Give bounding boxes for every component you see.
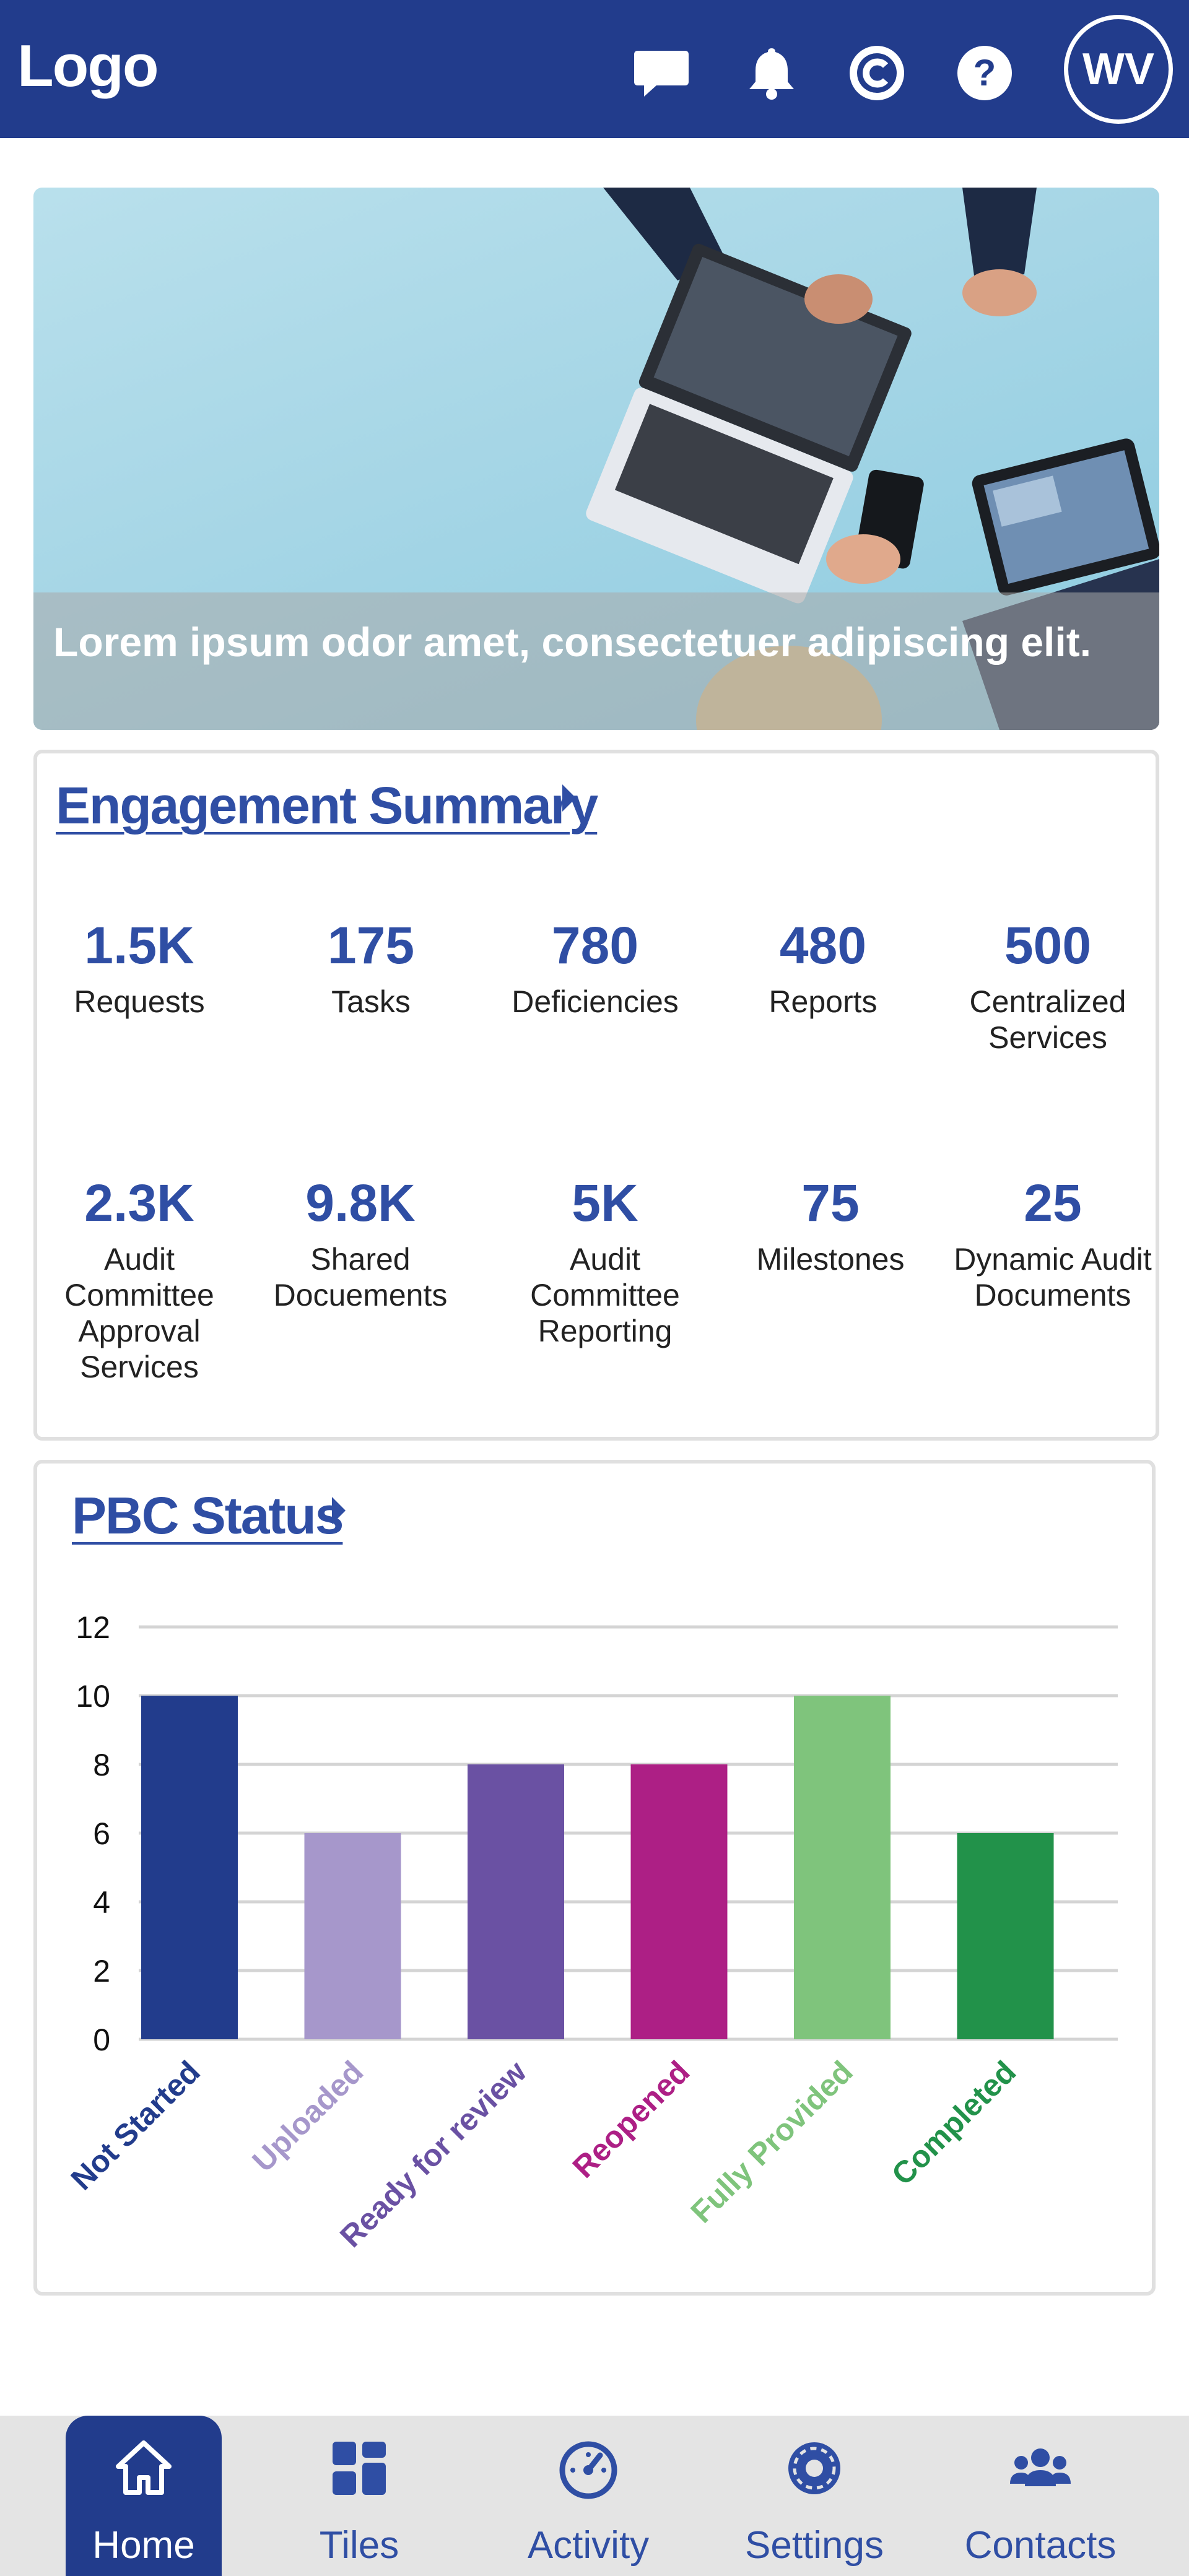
bar bbox=[957, 1833, 1054, 2039]
stat-value: 780 bbox=[551, 916, 639, 974]
nav-settings[interactable]: Settings bbox=[731, 2416, 898, 2576]
nav-label: Home bbox=[92, 2524, 195, 2567]
stat-value: 500 bbox=[1004, 916, 1092, 974]
nav-contacts[interactable]: Contacts bbox=[954, 2416, 1127, 2576]
stat-value: 1.5K bbox=[84, 916, 194, 974]
stat-value: 5K bbox=[572, 1174, 638, 1232]
nav-activity[interactable]: Activity bbox=[508, 2416, 669, 2576]
y-tick-label: 6 bbox=[93, 1816, 110, 1851]
stat-audit-committee-approval-services[interactable]: 2.3K Audit Committee Approval Services bbox=[37, 1172, 242, 1385]
x-tick-label: Completed bbox=[885, 2054, 1022, 2192]
copyright-icon[interactable] bbox=[847, 43, 907, 103]
bar bbox=[304, 1833, 401, 2039]
stat-requests[interactable]: 1.5K Requests bbox=[37, 914, 242, 1020]
x-tick-label: Uploaded bbox=[246, 2054, 370, 2179]
nav-tiles[interactable]: Tiles bbox=[291, 2416, 427, 2576]
engagement-summary-card: Engagement Summary 1.5K Requests 175 Tas… bbox=[33, 750, 1159, 1441]
stat-label: Requests bbox=[74, 984, 205, 1019]
stat-label: Centralized Services bbox=[969, 984, 1126, 1055]
stat-value: 75 bbox=[801, 1174, 860, 1232]
y-tick-label: 4 bbox=[93, 1885, 110, 1920]
chevron-right-icon[interactable] bbox=[562, 784, 576, 812]
engagement-summary-title[interactable]: Engagement Summary bbox=[56, 776, 598, 835]
settings-icon bbox=[788, 2442, 840, 2494]
tiles-icon bbox=[333, 2442, 386, 2495]
stat-dynamic-audit-documents[interactable]: 25 Dynamic Audit Documents bbox=[947, 1172, 1158, 1313]
stat-label: Tasks bbox=[331, 984, 411, 1019]
nav-label: Contacts bbox=[964, 2524, 1117, 2567]
app-logo[interactable]: Logo bbox=[17, 33, 159, 99]
y-tick-label: 0 bbox=[93, 2023, 110, 2057]
stat-tasks[interactable]: 175 Tasks bbox=[269, 914, 473, 1020]
stat-shared-documents[interactable]: 9.8K Shared Docuements bbox=[258, 1172, 463, 1313]
home-icon bbox=[116, 2440, 172, 2495]
stat-value: 25 bbox=[1024, 1174, 1082, 1232]
stat-deficiencies[interactable]: 780 Deficiencies bbox=[493, 914, 697, 1020]
stat-reports[interactable]: 480 Reports bbox=[721, 914, 925, 1020]
stat-label: Deficiencies bbox=[512, 984, 679, 1019]
bar bbox=[468, 1764, 564, 2039]
app-header: Logo ? WV bbox=[0, 0, 1189, 138]
nav-home[interactable]: Home bbox=[66, 2416, 222, 2576]
bottom-nav: Home Tiles Activity Settings bbox=[0, 2416, 1189, 2576]
chat-icon[interactable] bbox=[632, 43, 691, 103]
stat-audit-committee-reporting[interactable]: 5K Audit Committee Reporting bbox=[503, 1172, 707, 1349]
stat-label: Audit Committee Reporting bbox=[530, 1242, 680, 1348]
stat-label: Milestones bbox=[756, 1242, 905, 1277]
stat-value: 480 bbox=[779, 916, 867, 974]
pbc-status-title[interactable]: PBC Status bbox=[72, 1486, 344, 1545]
stat-label: Reports bbox=[769, 984, 878, 1019]
y-tick-label: 10 bbox=[76, 1679, 110, 1714]
user-avatar[interactable]: WV bbox=[1064, 15, 1173, 124]
bar bbox=[794, 1696, 891, 2039]
chevron-right-icon[interactable] bbox=[332, 1497, 346, 1524]
stat-centralized-services[interactable]: 500 Centralized Services bbox=[943, 914, 1153, 1056]
activity-icon bbox=[559, 2441, 617, 2499]
stat-value: 175 bbox=[327, 916, 415, 974]
y-tick-label: 2 bbox=[93, 1954, 110, 1988]
stat-value: 9.8K bbox=[305, 1174, 416, 1232]
hero-banner: Lorem ipsum odor amet, consectetuer adip… bbox=[33, 188, 1159, 730]
y-tick-label: 8 bbox=[93, 1748, 110, 1782]
bar bbox=[630, 1764, 728, 2039]
bar bbox=[141, 1696, 238, 2039]
svg-text:?: ? bbox=[973, 52, 996, 93]
pbc-status-card: PBC Status 0 2 4 6 8 10 12 Not Started Uploaded R… bbox=[33, 1460, 1156, 2296]
x-tick-label: Reopened bbox=[566, 2054, 697, 2185]
x-tick-label: Fully Provided bbox=[684, 2054, 860, 2229]
x-tick-label: Not Started bbox=[64, 2054, 207, 2197]
hero-caption: Lorem ipsum odor amet, consectetuer adip… bbox=[33, 592, 1159, 730]
bell-icon[interactable] bbox=[742, 43, 801, 103]
nav-label: Tiles bbox=[319, 2524, 399, 2567]
nav-label: Settings bbox=[744, 2524, 884, 2567]
stat-value: 2.3K bbox=[84, 1174, 194, 1232]
stat-label: Shared Docuements bbox=[273, 1242, 448, 1312]
stat-label: Audit Committee Approval Services bbox=[64, 1242, 214, 1384]
stat-milestones[interactable]: 75 Milestones bbox=[728, 1172, 933, 1277]
help-icon[interactable]: ? bbox=[955, 43, 1014, 103]
y-tick-label: 12 bbox=[76, 1610, 110, 1645]
contacts-icon bbox=[1010, 2448, 1071, 2486]
nav-label: Activity bbox=[527, 2524, 650, 2567]
stat-label: Dynamic Audit Documents bbox=[954, 1242, 1152, 1312]
